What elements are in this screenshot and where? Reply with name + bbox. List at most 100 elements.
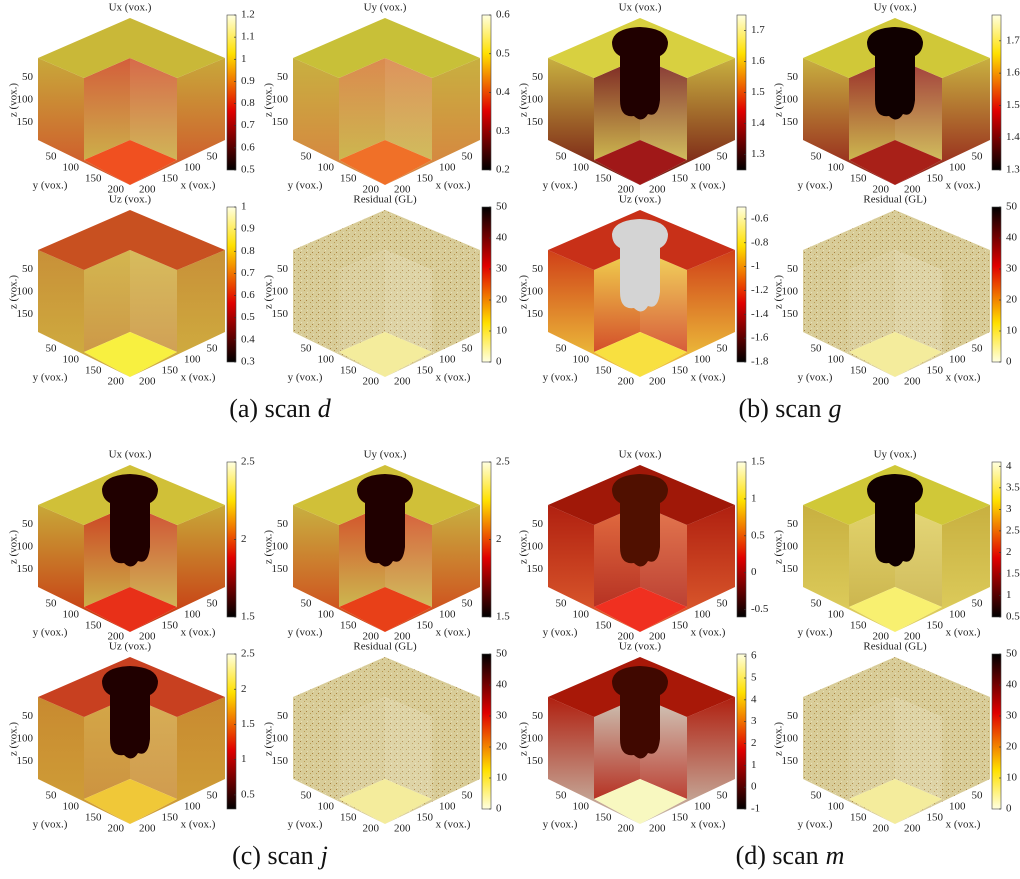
x-tick-label: 200: [904, 184, 921, 196]
colorbar-tick-label: 0.2: [496, 164, 510, 176]
colorbar: [736, 461, 747, 618]
y-tick-label: 150: [595, 620, 612, 632]
plot: Uy (vox.) 50 100 150 50 100 150 200 50 100 150 200 z…: [773, 449, 1020, 643]
cube-inner-wall: [84, 250, 130, 352]
cube-floor: [84, 779, 177, 824]
inclusion: [612, 219, 668, 312]
x-tick-label: 50: [462, 151, 474, 163]
plot: Ux (vox.) 50 100 150 50 100 150 200 50 100 150 200 z…: [8, 449, 256, 643]
cube-inner-wall: [895, 697, 942, 799]
cube-floor: [849, 140, 942, 185]
cube-inner-wall: [385, 697, 432, 799]
colorbar: [226, 14, 237, 171]
cube-top-face: [293, 18, 480, 78]
y-tick-label: 200: [618, 184, 635, 196]
colorbar-tick-label: 30: [496, 263, 508, 275]
y-tick-label: 50: [301, 790, 313, 802]
colorbar: [991, 206, 1002, 363]
x-tick-label: 200: [139, 184, 156, 196]
z-axis-label: z (vox.): [263, 275, 275, 310]
caption-variable: g: [829, 394, 842, 423]
cube-inner-wall: [130, 250, 177, 352]
colorbar-tick-label: 4: [1006, 460, 1012, 472]
z-tick-label: 150: [17, 308, 34, 320]
z-tick-label: 150: [17, 755, 34, 767]
z-tick-label: 100: [17, 286, 34, 298]
plot-title: Uy (vox.): [874, 2, 917, 14]
y-tick-label: 150: [850, 173, 867, 185]
z-tick-label: 150: [782, 308, 799, 320]
cube-inner-wall: [849, 250, 895, 352]
cube-floor: [594, 587, 687, 632]
colorbar-tick-label: 0.7: [241, 267, 255, 279]
x-tick-label: 200: [649, 631, 666, 643]
x-tick-label: 100: [694, 801, 711, 813]
colorbar-tick-label: -1: [751, 260, 760, 272]
plot-title: Residual (GL): [353, 641, 417, 653]
x-axis-label: x (vox.): [691, 627, 726, 639]
cube-right-face: [385, 697, 480, 824]
colorbar-tick-label: 2.5: [241, 648, 255, 660]
y-tick-label: 200: [873, 184, 890, 196]
colorbar-tick-label: 40: [496, 232, 508, 244]
plot-title: Ux (vox.): [619, 449, 662, 461]
cube-right-face: [640, 697, 735, 824]
x-tick-label: 100: [439, 354, 456, 366]
colorbar-tick-label: 1.7: [751, 24, 765, 36]
y-axis-label: y (vox.): [543, 627, 578, 639]
z-tick-label: 150: [272, 308, 289, 320]
y-tick-label: 50: [811, 790, 823, 802]
colorbar-tick-label: 1.7: [1006, 34, 1020, 46]
z-tick-label: 100: [272, 733, 289, 745]
colorbar-tick-label: 1: [241, 753, 247, 765]
x-tick-label: 200: [139, 631, 156, 643]
colorbar-tick-label: 0.6: [496, 9, 510, 21]
z-tick-label: 50: [787, 263, 799, 275]
plot-title: Uz (vox.): [109, 194, 151, 206]
x-tick-label: 150: [927, 812, 944, 824]
z-axis-label: z (vox.): [8, 83, 20, 118]
x-tick-label: 50: [972, 151, 984, 163]
colorbar-tick-label: 0.7: [241, 119, 255, 131]
z-tick-label: 100: [527, 286, 544, 298]
x-tick-label: 50: [717, 598, 729, 610]
z-tick-label: 100: [272, 286, 289, 298]
y-tick-label: 200: [108, 823, 125, 835]
colorbar-tick-label: 0.5: [751, 529, 765, 541]
colorbar-tick-label: 5: [751, 672, 757, 684]
inclusion: [357, 474, 413, 567]
z-tick-label: 150: [17, 563, 34, 575]
z-tick-label: 100: [527, 541, 544, 553]
z-tick-label: 150: [782, 116, 799, 128]
x-axis-label: x (vox.): [691, 180, 726, 192]
colorbar-tick-label: 1.3: [1006, 164, 1020, 176]
cube-inner-wall: [385, 58, 432, 160]
inclusion: [612, 666, 668, 759]
y-tick-label: 50: [46, 790, 58, 802]
colorbar-tick-label: 1.6: [751, 55, 765, 67]
plot-title: Residual (GL): [863, 194, 927, 206]
x-tick-label: 100: [184, 801, 201, 813]
x-axis-label: x (vox.): [946, 627, 981, 639]
x-tick-label: 150: [927, 620, 944, 632]
y-axis-label: y (vox.): [543, 180, 578, 192]
z-tick-label: 50: [277, 71, 289, 83]
colorbar-tick-label: 50: [1006, 201, 1018, 213]
colorbar-tick-label: 30: [1006, 710, 1018, 722]
colorbar-tick-label: 2.5: [241, 456, 255, 468]
z-axis-label: z (vox.): [773, 722, 785, 757]
caption-label: (c) scan: [232, 841, 314, 870]
x-axis-label: x (vox.): [691, 819, 726, 831]
x-axis-label: x (vox.): [436, 819, 471, 831]
plot-title: Ux (vox.): [619, 2, 662, 14]
y-tick-label: 150: [340, 365, 357, 377]
colorbar: [226, 206, 237, 363]
z-tick-label: 150: [17, 116, 34, 128]
plot-title: Uz (vox.): [109, 641, 151, 653]
x-tick-label: 150: [672, 812, 689, 824]
y-tick-label: 100: [828, 354, 845, 366]
plot-title: Ux (vox.): [109, 2, 152, 14]
z-axis-label: z (vox.): [518, 722, 530, 757]
x-axis-label: x (vox.): [946, 372, 981, 384]
y-tick-label: 100: [573, 801, 590, 813]
